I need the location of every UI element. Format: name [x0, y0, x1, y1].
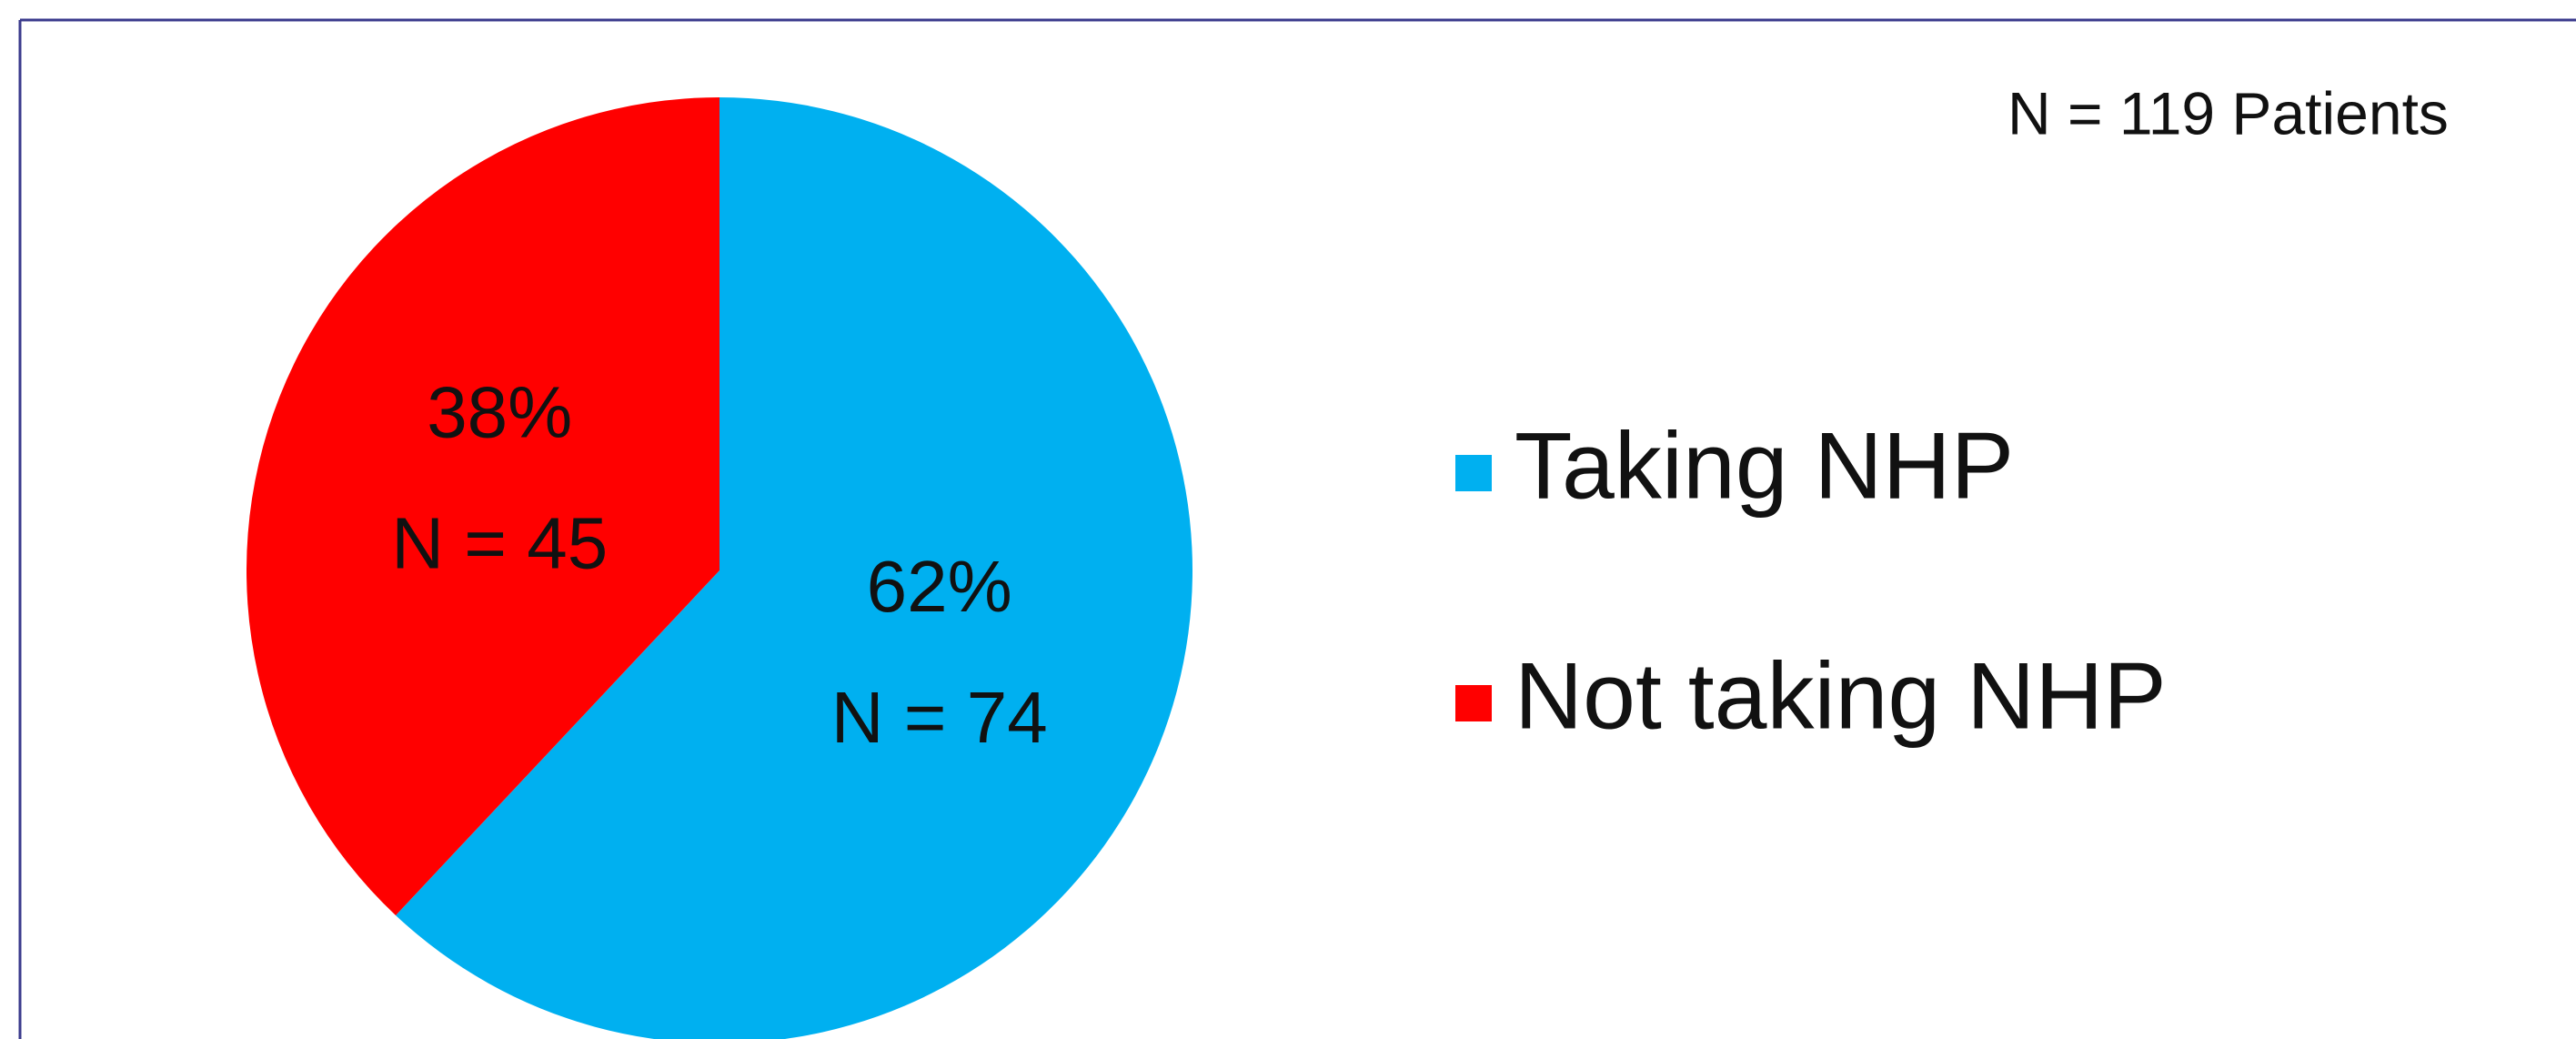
annotation: N = 119 Patients: [2007, 79, 2449, 146]
slice-label: N = 74: [831, 677, 1048, 758]
value-label: 38%: [427, 371, 572, 452]
legend-swatch: [1455, 455, 1492, 491]
slices: [246, 96, 1192, 1039]
legend-label: Taking NHP: [1514, 413, 2014, 519]
value-label: 62%: [867, 546, 1012, 627]
pie-slice: [246, 96, 719, 916]
legend-label: Not taking NHP: [1514, 643, 2167, 749]
legend-swatch: [1455, 685, 1492, 721]
slice-label: N = 45: [391, 502, 608, 583]
pie-slice: [396, 97, 1192, 1039]
